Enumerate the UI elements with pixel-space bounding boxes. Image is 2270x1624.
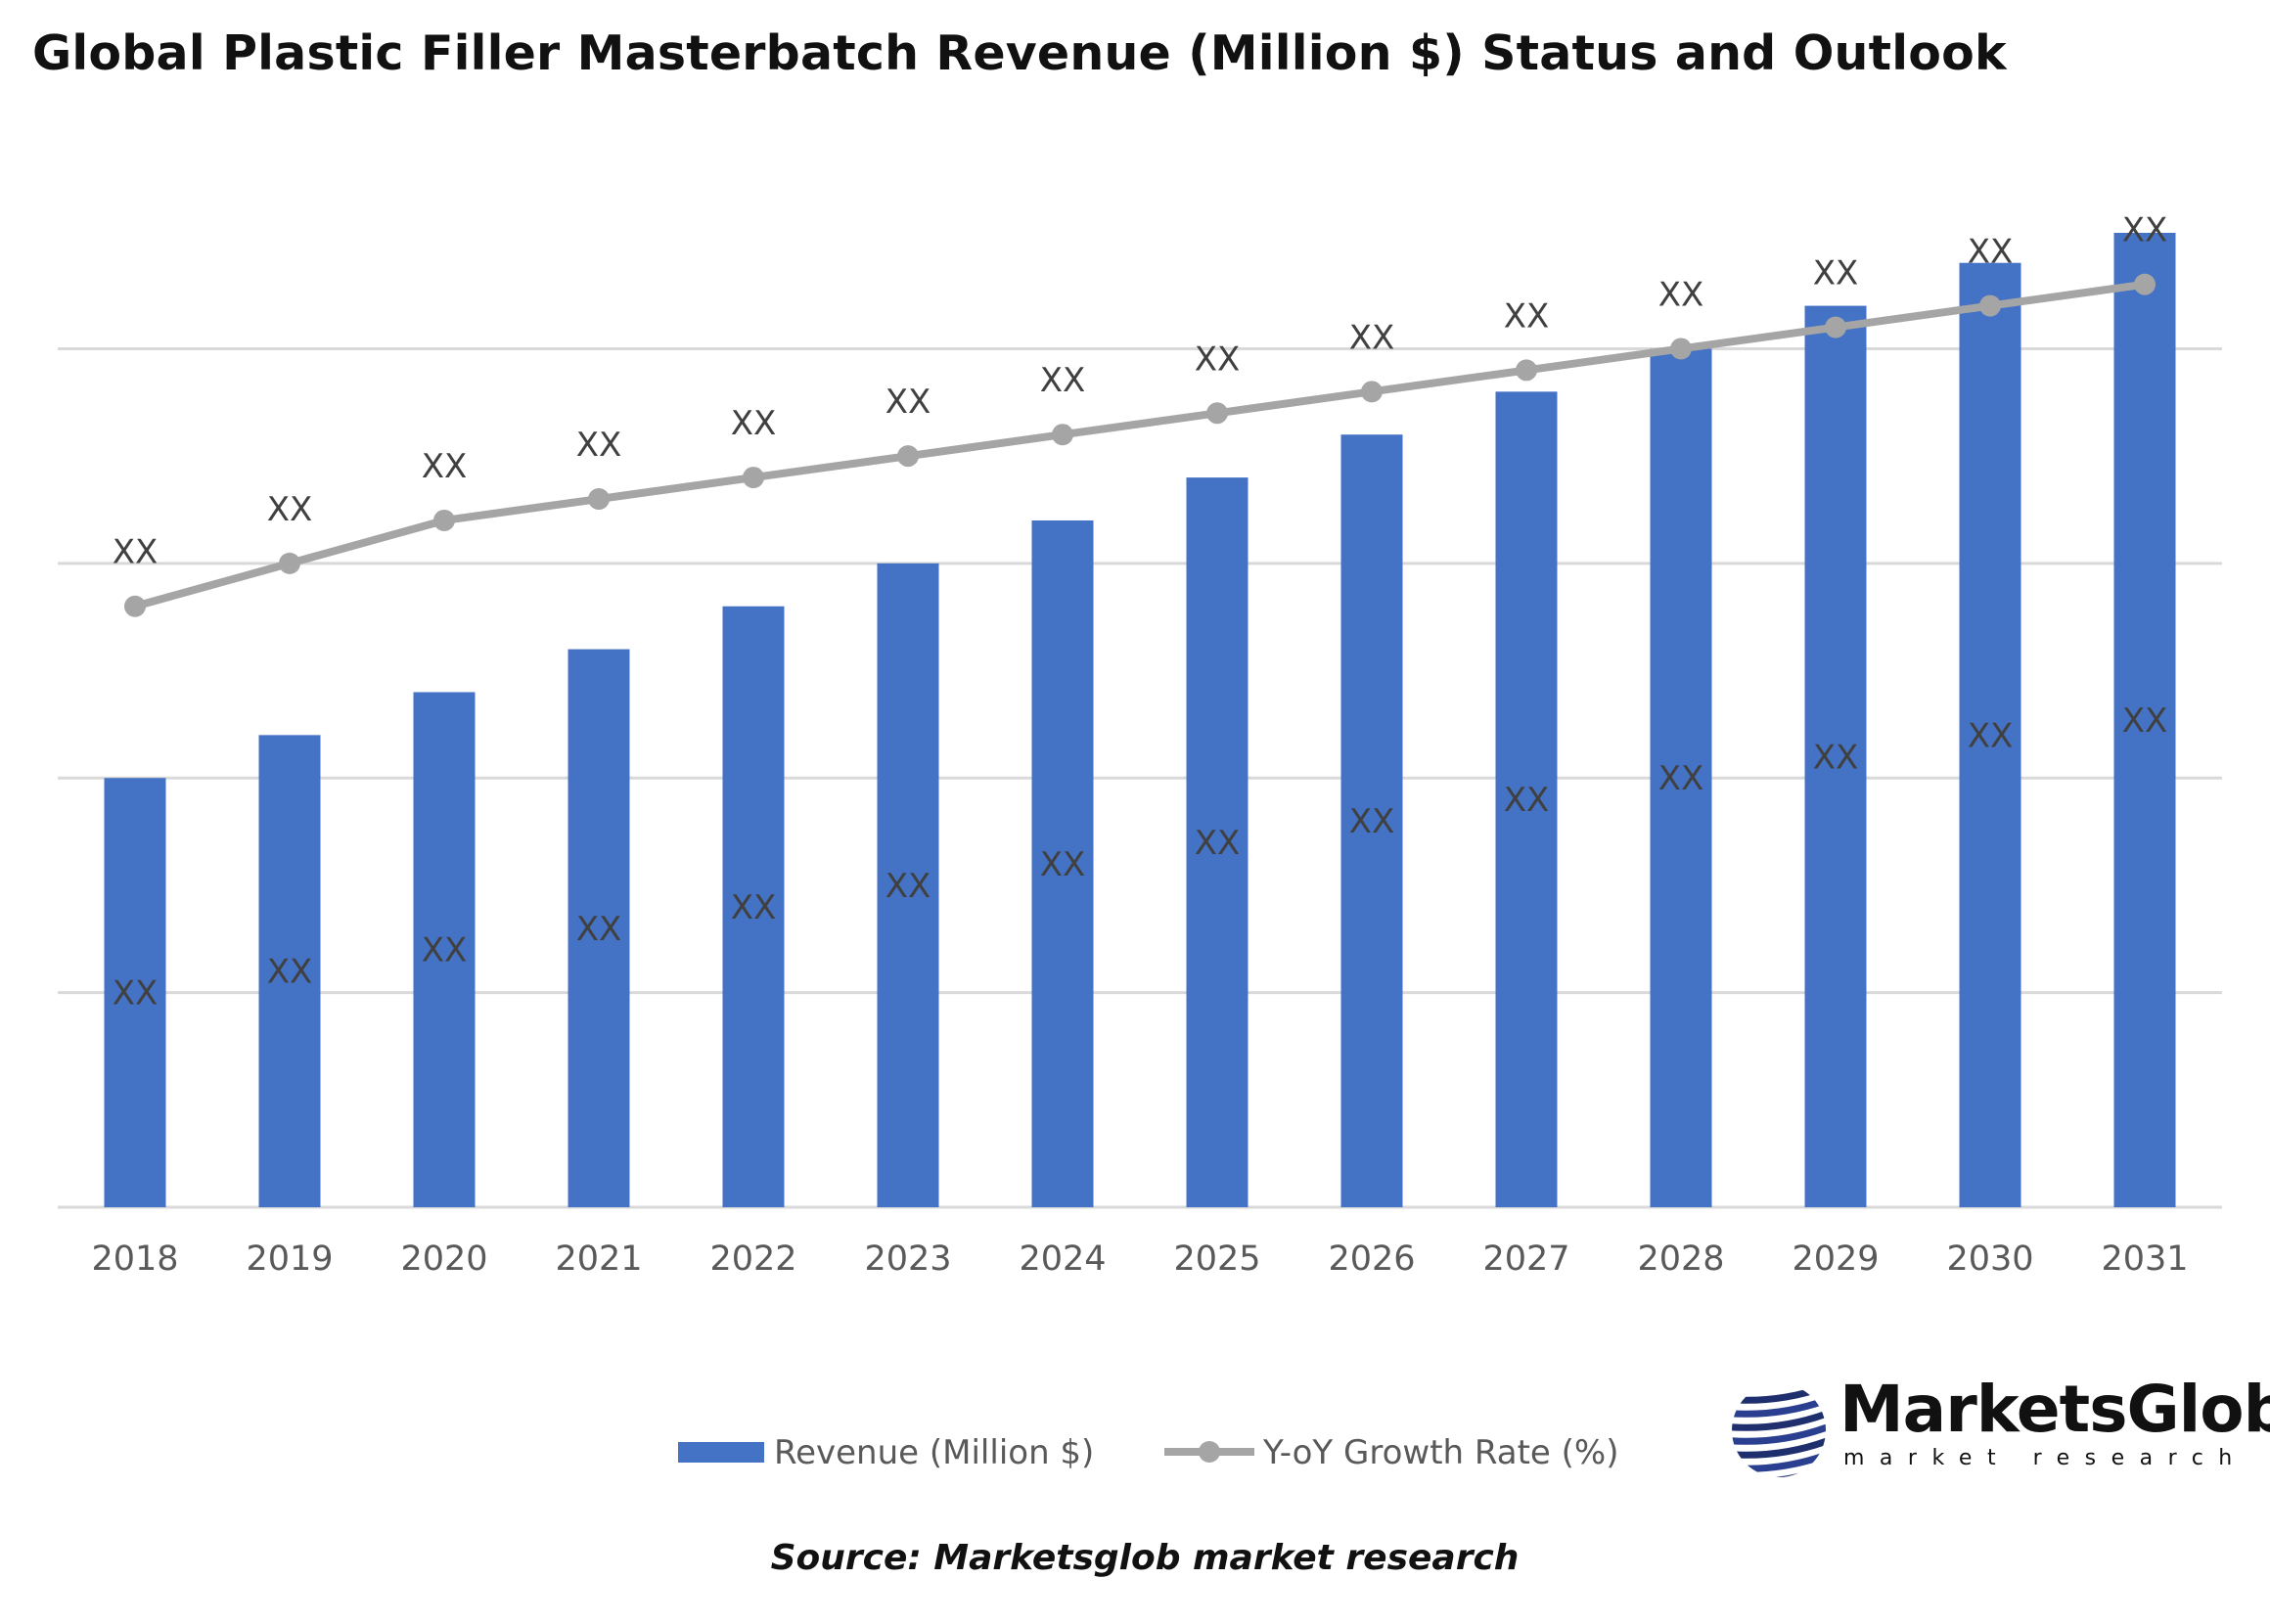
x-tick-label: 2018 xyxy=(91,1240,178,1279)
bar-2022 xyxy=(722,606,785,1207)
bar-data-label: XX xyxy=(1813,738,1859,777)
bar-2024 xyxy=(1031,519,1094,1207)
bar-2018 xyxy=(104,778,166,1207)
x-tick-label: 2026 xyxy=(1328,1240,1415,1279)
growth-point-2027 xyxy=(1516,359,1537,382)
line-data-label: XX xyxy=(885,383,931,422)
bar-2019 xyxy=(258,735,321,1207)
bar-data-label: XX xyxy=(1195,824,1241,863)
x-tick-label: 2021 xyxy=(555,1240,642,1279)
globe-stripe xyxy=(1732,1407,1826,1431)
source-note: Source: Marketsglob market research xyxy=(770,1538,1520,1578)
legend-revenue-swatch xyxy=(678,1442,764,1463)
legend: Revenue (Million $) Y-oY Growth Rate (%) xyxy=(678,1433,1619,1472)
growth-line xyxy=(133,280,2146,610)
bar-2020 xyxy=(413,692,476,1207)
x-tick-label: 2029 xyxy=(1792,1240,1879,1279)
bar-data-label: XX xyxy=(1658,759,1704,798)
bar-data-label: XX xyxy=(1504,781,1550,820)
x-tick-label: 2025 xyxy=(1173,1240,1260,1279)
growth-point-2031 xyxy=(2134,273,2156,295)
x-tick-label: 2028 xyxy=(1637,1240,1724,1279)
line-data-label: XX xyxy=(1968,233,2014,272)
bar-data-label: XX xyxy=(576,910,622,949)
growth-point-2021 xyxy=(588,488,610,511)
bar-2023 xyxy=(877,563,939,1207)
line-data-label: XX xyxy=(267,490,313,529)
growth-point-2026 xyxy=(1361,381,1383,403)
line-data-label: XX xyxy=(1040,361,1086,400)
line-data-label: XX xyxy=(113,533,159,572)
x-tick-label: 2027 xyxy=(1482,1240,1569,1279)
x-tick-label: 2022 xyxy=(709,1240,796,1279)
bar-data-label: XX xyxy=(1040,845,1086,884)
line-data-label: XX xyxy=(1195,339,1241,379)
line-data-label: XX xyxy=(422,447,468,486)
growth-point-2020 xyxy=(433,509,455,531)
bar-2031 xyxy=(2113,233,2176,1207)
x-tick-label: 2031 xyxy=(2101,1240,2188,1279)
logo-tagline: market research xyxy=(1843,1446,2247,1470)
x-tick-label: 2024 xyxy=(1019,1240,1106,1279)
chart-title: Global Plastic Filler Masterbatch Revenu… xyxy=(32,25,2007,81)
growth-point-2024 xyxy=(1052,424,1073,446)
line-data-label: XX xyxy=(1504,296,1550,336)
growth-point-2030 xyxy=(1979,294,2001,317)
growth-point-2029 xyxy=(1825,316,1846,338)
bar-data-label: XX xyxy=(267,953,313,992)
growth-point-2028 xyxy=(1670,338,1692,360)
globe-stripe xyxy=(1732,1421,1826,1445)
globe-logo-icon xyxy=(1732,1383,1826,1477)
growth-point-2018 xyxy=(124,595,146,617)
bar-2030 xyxy=(1959,262,2021,1208)
growth-point-2025 xyxy=(1206,402,1228,425)
bar-data-label: XX xyxy=(1349,802,1395,841)
x-tick-label: 2020 xyxy=(400,1240,487,1279)
bar-data-label: XX xyxy=(2122,701,2168,741)
bar-2029 xyxy=(1804,305,1867,1207)
line-data-label: XX xyxy=(1658,275,1704,314)
legend-growth-marker xyxy=(1199,1441,1220,1463)
line-data-label: XX xyxy=(731,404,777,443)
bar-2021 xyxy=(568,649,630,1207)
line-data-label: XX xyxy=(2122,211,2168,250)
bar-2025 xyxy=(1186,477,1248,1207)
growth-point-2022 xyxy=(743,467,764,489)
x-tick-label: 2030 xyxy=(1946,1240,2033,1279)
logo-wordmark: MarketsGlob xyxy=(1839,1372,2270,1447)
bar-2026 xyxy=(1340,434,1403,1207)
x-tick-label: 2023 xyxy=(864,1240,951,1279)
legend-revenue-label: Revenue (Million $) xyxy=(774,1433,1094,1472)
line-data-label: XX xyxy=(1813,254,1859,293)
bar-data-label: XX xyxy=(422,931,468,970)
x-tick-label: 2019 xyxy=(246,1240,333,1279)
bar-data-label: XX xyxy=(731,888,777,927)
growth-point-2019 xyxy=(279,552,300,574)
bar-data-label: XX xyxy=(113,974,159,1014)
bar-2028 xyxy=(1650,348,1712,1208)
bar-2027 xyxy=(1495,391,1558,1207)
growth-point-2023 xyxy=(897,445,919,468)
bar-data-label: XX xyxy=(885,867,931,906)
line-data-label: XX xyxy=(576,426,622,465)
legend-growth-label: Y-oY Growth Rate (%) xyxy=(1262,1433,1619,1472)
globe-stripe xyxy=(1732,1383,1826,1404)
bar-data-label: XX xyxy=(1968,716,2014,755)
line-data-label: XX xyxy=(1349,318,1395,357)
